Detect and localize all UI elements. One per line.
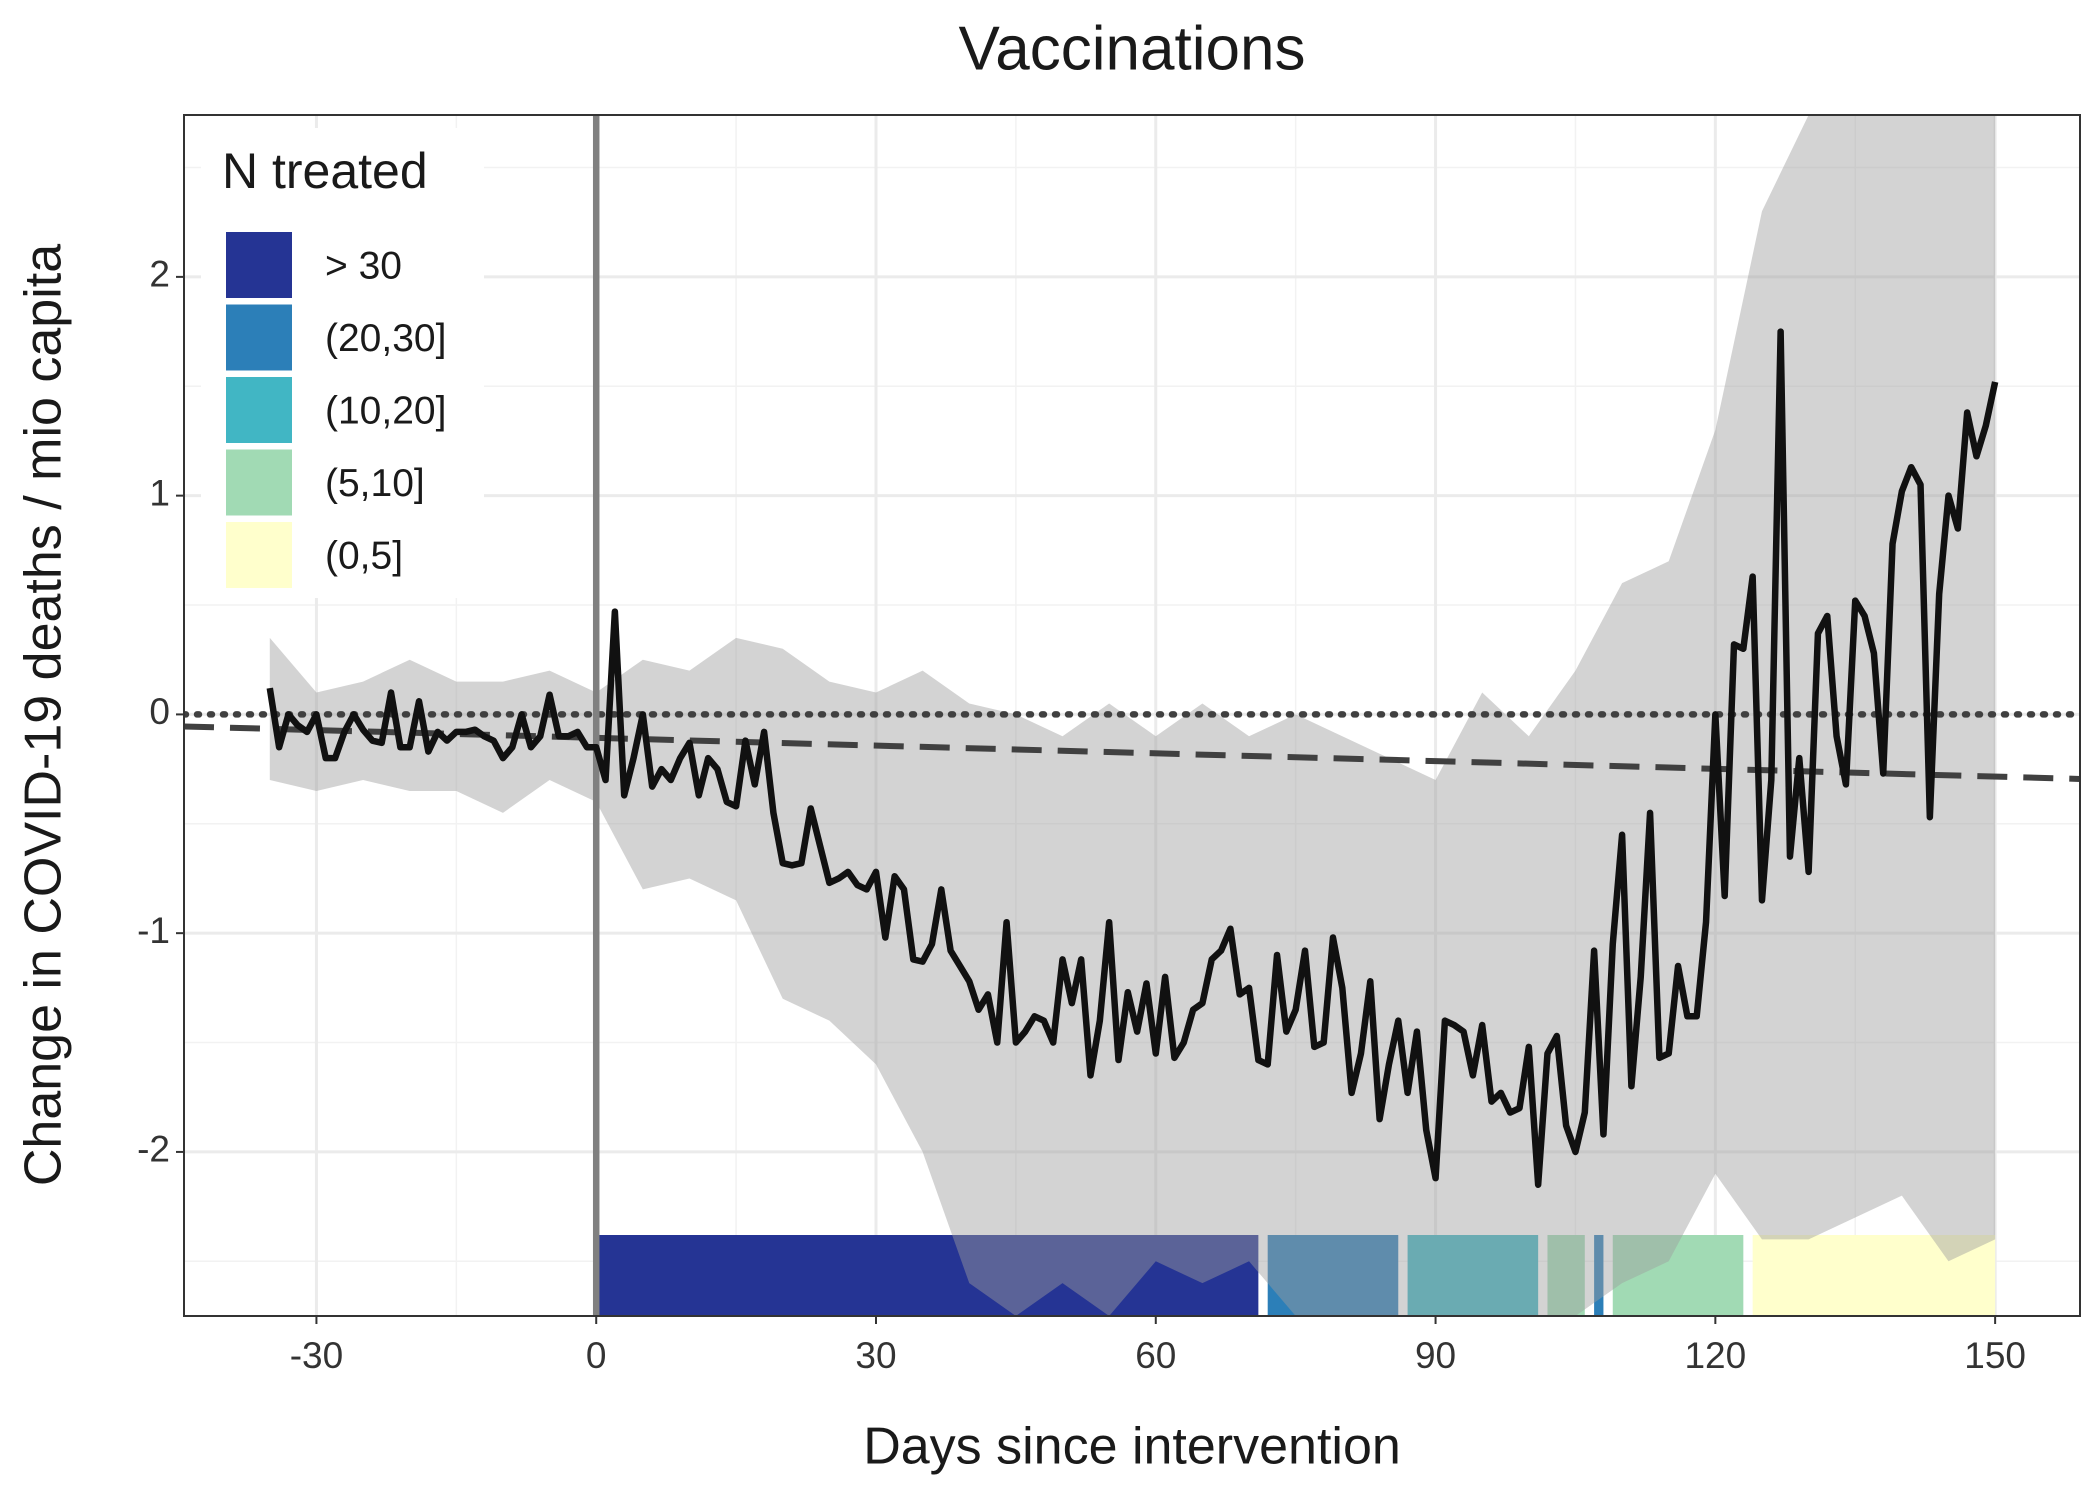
legend-label: (0,5] bbox=[325, 534, 403, 577]
y-tick-label: 1 bbox=[149, 472, 170, 513]
x-axis-title: Days since intervention bbox=[863, 1418, 1401, 1476]
x-tick-label: 120 bbox=[1684, 1335, 1746, 1376]
legend-key bbox=[226, 304, 292, 371]
y-tick-label: -1 bbox=[137, 910, 170, 951]
legend-key bbox=[226, 377, 292, 443]
y-tick-label: 2 bbox=[149, 254, 170, 295]
y-tick-label: 0 bbox=[149, 691, 170, 732]
legend: N treated > 30 (20,30] (10,20] (5,10] (0,5] bbox=[201, 128, 484, 598]
y-tick-label: -2 bbox=[137, 1129, 170, 1170]
treatment-segment bbox=[1547, 1235, 1585, 1316]
plot-area bbox=[184, 115, 2080, 1316]
y-axis-title: Change in COVID-19 deaths / mio capita bbox=[15, 244, 73, 1186]
treatment-segment bbox=[1407, 1235, 1539, 1316]
legend-label: (10,20] bbox=[325, 389, 446, 432]
legend-key bbox=[226, 449, 292, 516]
x-tick-label: 0 bbox=[586, 1335, 607, 1376]
legend-title: N treated bbox=[222, 143, 428, 199]
x-tick-label: -30 bbox=[290, 1335, 343, 1376]
chart-title: Vaccinations bbox=[959, 14, 1306, 83]
x-tick-label: 30 bbox=[855, 1335, 896, 1376]
treatment-segment bbox=[1594, 1235, 1604, 1316]
legend-label: > 30 bbox=[325, 244, 402, 287]
treatment-segment bbox=[1752, 1235, 1996, 1316]
legend-key bbox=[226, 522, 292, 588]
confidence-band bbox=[269, 115, 1996, 1316]
trend-line bbox=[184, 723, 2080, 782]
legend-label: (20,30] bbox=[325, 317, 446, 360]
data-line bbox=[266, 328, 1999, 1188]
x-tick-label: 150 bbox=[1964, 1335, 2026, 1376]
legend-label: (5,10] bbox=[325, 462, 425, 505]
x-tick-label: 60 bbox=[1135, 1335, 1176, 1376]
treatment-segment bbox=[1612, 1235, 1744, 1316]
treatment-segment bbox=[1267, 1235, 1399, 1316]
panel-border bbox=[183, 114, 2081, 1317]
axes: -30 0 30 60 90 120 150 -2 -1 0 1 2 bbox=[137, 254, 2026, 1376]
treatment-segment bbox=[596, 1235, 1259, 1316]
legend-key bbox=[226, 232, 292, 298]
x-tick-label: 90 bbox=[1415, 1335, 1456, 1376]
